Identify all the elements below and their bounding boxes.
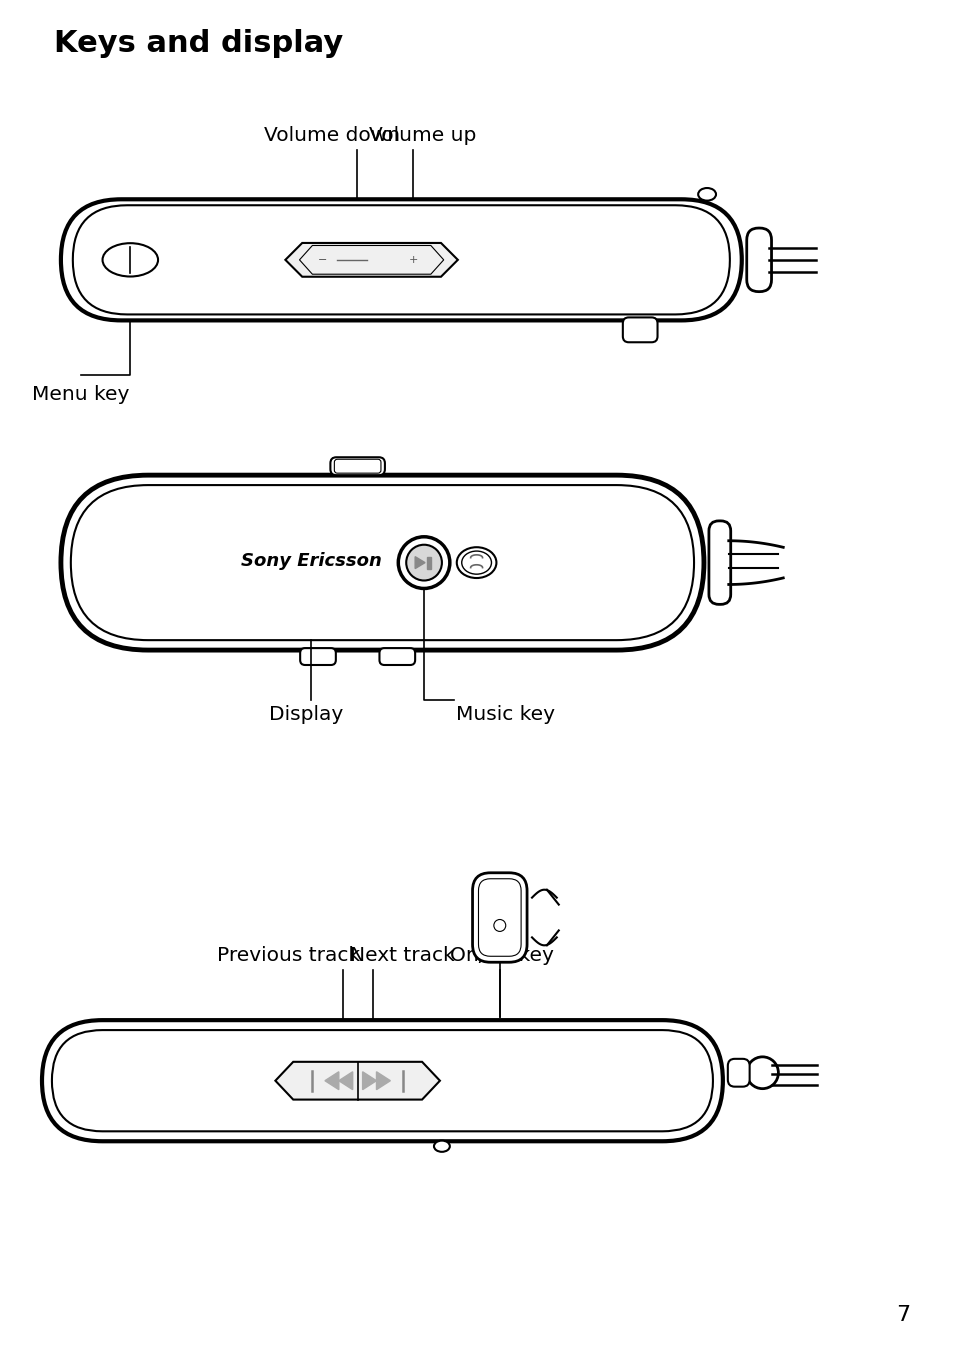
- Text: Next track: Next track: [350, 946, 455, 965]
- Circle shape: [397, 536, 450, 589]
- Polygon shape: [285, 242, 457, 276]
- Text: On/off key: On/off key: [450, 946, 553, 965]
- Text: Music key: Music key: [456, 704, 555, 724]
- FancyBboxPatch shape: [42, 1020, 722, 1141]
- FancyBboxPatch shape: [622, 317, 657, 343]
- FancyBboxPatch shape: [72, 206, 729, 314]
- Circle shape: [406, 544, 441, 581]
- Polygon shape: [325, 1072, 338, 1090]
- FancyBboxPatch shape: [727, 1059, 749, 1087]
- FancyBboxPatch shape: [746, 227, 771, 291]
- Text: Sony Ericsson: Sony Ericsson: [240, 551, 381, 570]
- Ellipse shape: [102, 244, 158, 276]
- Text: Previous track: Previous track: [216, 946, 359, 965]
- FancyBboxPatch shape: [472, 873, 526, 963]
- Text: Display: Display: [269, 704, 343, 724]
- FancyBboxPatch shape: [334, 459, 380, 473]
- Polygon shape: [415, 556, 425, 569]
- Text: 7: 7: [895, 1305, 909, 1326]
- FancyBboxPatch shape: [300, 649, 335, 665]
- Text: Menu key: Menu key: [32, 385, 130, 403]
- Text: Keys and display: Keys and display: [53, 28, 343, 58]
- FancyBboxPatch shape: [330, 458, 384, 475]
- FancyBboxPatch shape: [478, 879, 520, 956]
- Circle shape: [494, 919, 505, 932]
- Polygon shape: [338, 1072, 353, 1090]
- Polygon shape: [299, 245, 443, 275]
- Text: Volume down: Volume down: [264, 126, 399, 145]
- FancyBboxPatch shape: [61, 475, 703, 650]
- Text: +: +: [408, 255, 417, 265]
- Text: −: −: [317, 255, 326, 265]
- FancyBboxPatch shape: [71, 485, 694, 640]
- Text: Volume up: Volume up: [369, 126, 476, 145]
- Ellipse shape: [456, 547, 496, 578]
- FancyBboxPatch shape: [708, 521, 730, 604]
- Polygon shape: [275, 1062, 439, 1099]
- FancyBboxPatch shape: [51, 1030, 712, 1132]
- Ellipse shape: [698, 188, 716, 200]
- Circle shape: [746, 1057, 778, 1089]
- Polygon shape: [362, 1072, 376, 1090]
- Ellipse shape: [434, 1140, 450, 1152]
- FancyBboxPatch shape: [379, 649, 415, 665]
- Bar: [426, 556, 430, 569]
- Ellipse shape: [461, 551, 491, 574]
- FancyBboxPatch shape: [61, 199, 741, 321]
- Polygon shape: [376, 1072, 390, 1090]
